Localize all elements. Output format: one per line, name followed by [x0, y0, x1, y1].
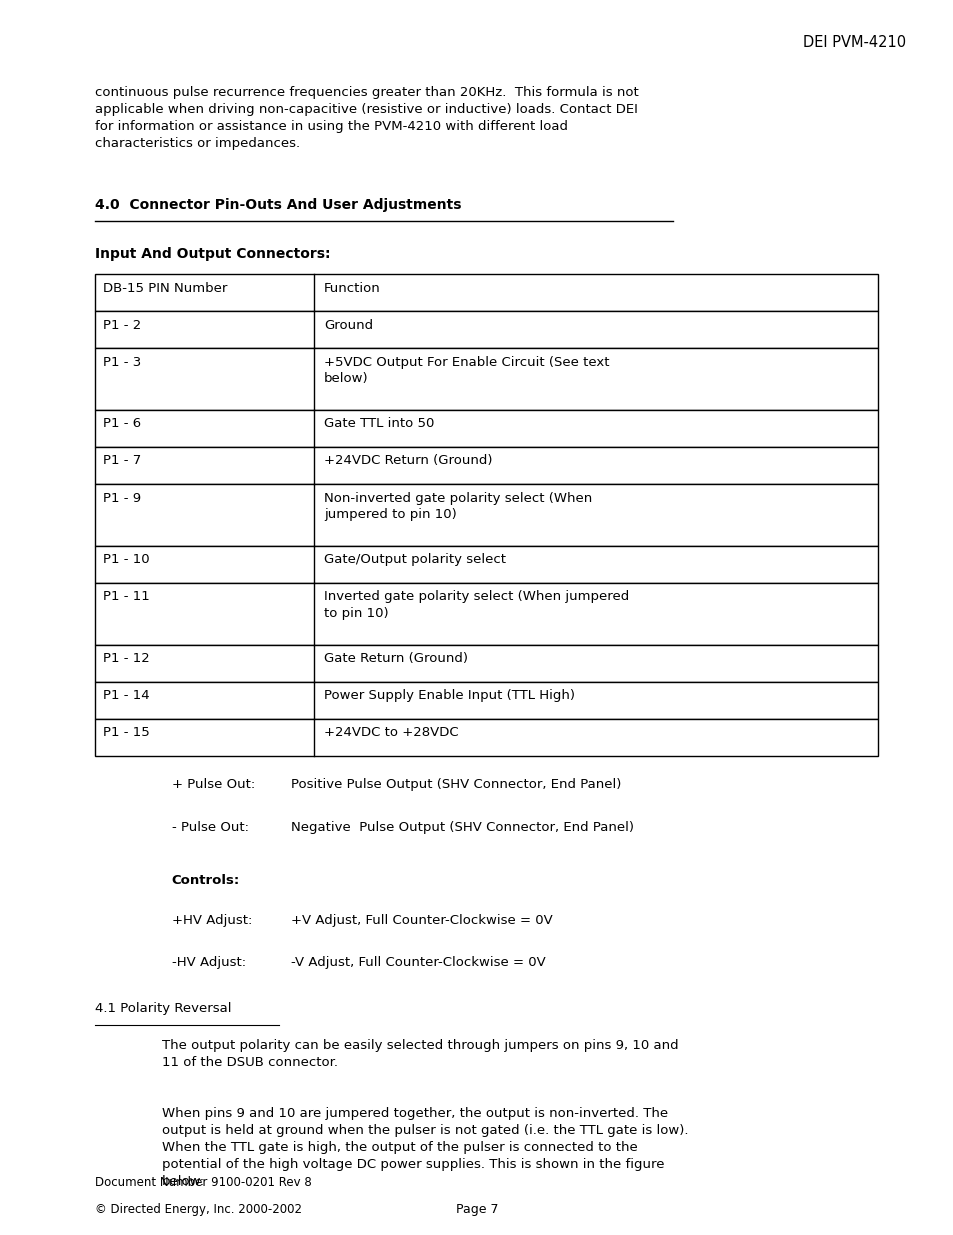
- Text: DEI PVM-4210: DEI PVM-4210: [802, 35, 905, 49]
- Bar: [95, 410, 877, 447]
- Bar: [95, 484, 877, 546]
- Bar: [95, 274, 877, 311]
- Text: +HV Adjust:: +HV Adjust:: [172, 914, 252, 927]
- Text: - Pulse Out:: - Pulse Out:: [172, 821, 249, 835]
- Text: Gate TTL into 50: Gate TTL into 50: [324, 417, 434, 431]
- Bar: [95, 348, 877, 410]
- Text: +V Adjust, Full Counter-Clockwise = 0V: +V Adjust, Full Counter-Clockwise = 0V: [291, 914, 552, 927]
- Text: Function: Function: [324, 282, 380, 295]
- Text: Gate/Output polarity select: Gate/Output polarity select: [324, 553, 505, 567]
- Bar: [95, 583, 877, 645]
- Text: P1 - 9: P1 - 9: [103, 492, 141, 505]
- Text: -HV Adjust:: -HV Adjust:: [172, 956, 246, 969]
- Text: +24VDC Return (Ground): +24VDC Return (Ground): [324, 454, 492, 468]
- Bar: [95, 546, 877, 583]
- Text: P1 - 6: P1 - 6: [103, 417, 141, 431]
- Text: P1 - 10: P1 - 10: [103, 553, 150, 567]
- Text: Inverted gate polarity select (When jumpered
to pin 10): Inverted gate polarity select (When jump…: [324, 590, 629, 620]
- Text: + Pulse Out:: + Pulse Out:: [172, 778, 254, 792]
- Text: Non-inverted gate polarity select (When
jumpered to pin 10): Non-inverted gate polarity select (When …: [324, 492, 592, 521]
- Text: -V Adjust, Full Counter-Clockwise = 0V: -V Adjust, Full Counter-Clockwise = 0V: [291, 956, 545, 969]
- Bar: [95, 682, 877, 719]
- Text: continuous pulse recurrence frequencies greater than 20KHz.  This formula is not: continuous pulse recurrence frequencies …: [95, 86, 639, 151]
- Bar: [95, 719, 877, 756]
- Text: Negative  Pulse Output (SHV Connector, End Panel): Negative Pulse Output (SHV Connector, En…: [291, 821, 634, 835]
- Text: Input And Output Connectors:: Input And Output Connectors:: [95, 247, 331, 261]
- Text: +5VDC Output For Enable Circuit (See text
below): +5VDC Output For Enable Circuit (See tex…: [324, 356, 609, 385]
- Text: When pins 9 and 10 are jumpered together, the output is non-inverted. The
output: When pins 9 and 10 are jumpered together…: [162, 1107, 688, 1188]
- Text: P1 - 14: P1 - 14: [103, 689, 150, 703]
- Text: 4.0  Connector Pin-Outs And User Adjustments: 4.0 Connector Pin-Outs And User Adjustme…: [95, 198, 461, 211]
- Text: Document Number 9100-0201 Rev 8: Document Number 9100-0201 Rev 8: [95, 1176, 312, 1189]
- Text: DB-15 PIN Number: DB-15 PIN Number: [103, 282, 227, 295]
- Text: Gate Return (Ground): Gate Return (Ground): [324, 652, 468, 666]
- Text: Positive Pulse Output (SHV Connector, End Panel): Positive Pulse Output (SHV Connector, En…: [291, 778, 620, 792]
- Text: Power Supply Enable Input (TTL High): Power Supply Enable Input (TTL High): [324, 689, 575, 703]
- Text: P1 - 2: P1 - 2: [103, 319, 141, 332]
- Text: Ground: Ground: [324, 319, 373, 332]
- Bar: [95, 645, 877, 682]
- Text: 4.1 Polarity Reversal: 4.1 Polarity Reversal: [95, 1002, 232, 1015]
- Text: P1 - 15: P1 - 15: [103, 726, 150, 740]
- Bar: [95, 447, 877, 484]
- Text: P1 - 11: P1 - 11: [103, 590, 150, 604]
- Text: Controls:: Controls:: [172, 874, 240, 888]
- Text: +24VDC to +28VDC: +24VDC to +28VDC: [324, 726, 458, 740]
- Text: P1 - 7: P1 - 7: [103, 454, 141, 468]
- Text: P1 - 3: P1 - 3: [103, 356, 141, 369]
- Bar: [95, 311, 877, 348]
- Text: The output polarity can be easily selected through jumpers on pins 9, 10 and
11 : The output polarity can be easily select…: [162, 1039, 679, 1068]
- Text: © Directed Energy, Inc. 2000-2002: © Directed Energy, Inc. 2000-2002: [95, 1203, 302, 1216]
- Text: Page 7: Page 7: [456, 1203, 497, 1216]
- Text: P1 - 12: P1 - 12: [103, 652, 150, 666]
